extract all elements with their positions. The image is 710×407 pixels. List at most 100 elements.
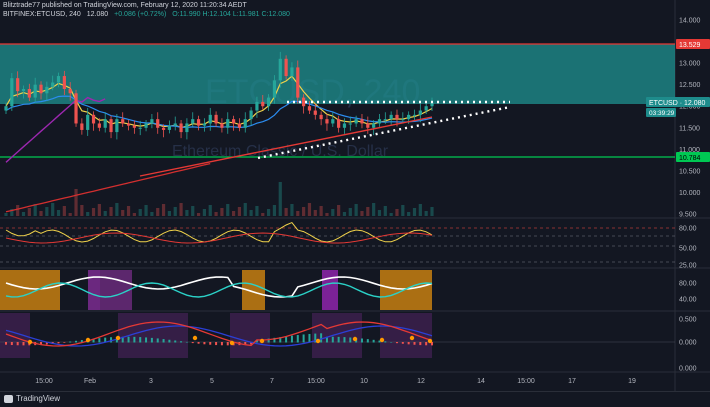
macd-cross-dot <box>192 335 198 341</box>
macd-histogram-bar <box>226 342 229 346</box>
candle-body <box>138 127 142 129</box>
time-tick: 15:00 <box>35 378 53 385</box>
volume-bar <box>97 204 101 216</box>
stoch-band <box>380 270 432 310</box>
macd-tick: 0.500 <box>679 317 697 324</box>
macd-histogram-bar <box>267 338 270 343</box>
candle-body <box>74 93 78 124</box>
volume-bars <box>4 182 434 216</box>
volume-bar <box>45 207 49 216</box>
candle-body <box>255 101 259 111</box>
macd-histogram-bar <box>185 341 188 343</box>
time-axis[interactable]: 15:00 Feb 3 5 7 15:00 10 12 14 15:00 17 19 <box>35 378 636 385</box>
macd-line <box>5 321 433 347</box>
macd-cross-dot <box>379 337 385 343</box>
macd-histogram-bar <box>5 342 7 345</box>
volume-bar <box>173 207 177 216</box>
candle-body <box>389 114 393 120</box>
macd-histogram-bar <box>174 340 177 343</box>
candle-body <box>62 76 66 89</box>
volume-bar <box>278 182 282 216</box>
price-change: +0.086 (+0.72%) <box>114 11 167 18</box>
macd-histogram-bar <box>69 341 72 343</box>
candle-body <box>348 123 352 125</box>
volume-bar <box>196 213 201 216</box>
candle-body <box>267 97 271 107</box>
volume-bar <box>74 189 78 216</box>
candle-body <box>418 110 422 115</box>
volume-bar <box>360 211 364 216</box>
candle-body <box>249 110 253 120</box>
candle-body <box>208 114 212 124</box>
volume-bar <box>27 208 31 216</box>
macd-histogram-bar <box>98 338 101 343</box>
candle-body <box>56 76 61 83</box>
macd-histogram-bar <box>156 338 159 343</box>
volume-bar <box>144 205 148 216</box>
volume-bar <box>389 213 393 216</box>
candle-body <box>109 119 113 133</box>
volume-bar <box>91 208 96 216</box>
stoch-band <box>100 270 132 310</box>
stoch-pane: 80.00 40.00 <box>0 270 697 310</box>
volume-bar <box>237 207 242 216</box>
volume-bar <box>109 207 113 216</box>
candle-body <box>261 101 265 107</box>
rsi-tick: 50.00 <box>679 246 697 253</box>
volume-bar <box>121 210 125 216</box>
candle-body <box>319 114 323 120</box>
brand-text[interactable]: TradingView <box>16 394 61 403</box>
candle-body <box>126 123 131 126</box>
macd-histogram-bar <box>162 339 165 343</box>
volume-bar <box>208 205 212 216</box>
stoch-tick: 80.00 <box>679 281 697 288</box>
current-price-label <box>646 97 710 107</box>
volume-bar <box>302 207 306 216</box>
macd-histogram-bar <box>133 336 136 343</box>
volume-bar <box>401 205 405 216</box>
macd-histogram-bar <box>296 335 299 343</box>
macd-histogram-bar <box>343 337 346 343</box>
candle-body <box>290 67 294 77</box>
macd-histogram-bar <box>331 336 334 343</box>
macd-histogram-bar <box>302 334 305 343</box>
rsi-tick: 80.00 <box>679 226 697 233</box>
macd-histogram-bar <box>314 333 317 343</box>
time-tick: 19 <box>628 378 636 385</box>
volume-bar <box>325 213 329 216</box>
volume-bar <box>430 207 434 216</box>
ma-red-long <box>5 162 211 213</box>
candle-body <box>45 86 49 94</box>
macd-histogram-bar <box>121 336 124 343</box>
candle-body <box>377 119 382 124</box>
price-axis[interactable] <box>675 0 710 391</box>
volume-bar <box>407 212 411 216</box>
macd-histogram-bar <box>255 339 258 343</box>
macd-cross-dot <box>352 336 358 342</box>
publish-line: Blitztrade77 published on TradingView.co… <box>3 2 247 9</box>
candle-body <box>231 119 236 124</box>
macd-histogram-bar <box>244 342 247 345</box>
dotted-support-line[interactable] <box>257 105 511 160</box>
candle-body <box>68 88 72 94</box>
candle-body <box>220 123 224 128</box>
symbol-label[interactable]: BITFINEX:ETCUSD, 240 <box>3 11 81 18</box>
macd-histogram-bar <box>431 342 433 346</box>
volume-bar <box>150 212 154 216</box>
volume-bar <box>290 204 294 216</box>
stoch-band <box>322 270 338 310</box>
macd-band <box>380 313 432 358</box>
countdown-text: 03:39:29 <box>649 110 675 117</box>
volume-bar <box>348 208 352 216</box>
macd-band <box>230 313 270 358</box>
time-tick: Feb <box>84 378 96 385</box>
macd-histogram-bar <box>139 337 142 343</box>
volume-bar <box>272 205 277 216</box>
macd-histogram-bar <box>215 342 218 346</box>
candle-body <box>202 123 207 126</box>
tradingview-logo-icon <box>4 395 13 403</box>
macd-histogram-bar <box>378 340 381 343</box>
stoch-band <box>0 270 60 310</box>
candle-body <box>325 119 329 124</box>
